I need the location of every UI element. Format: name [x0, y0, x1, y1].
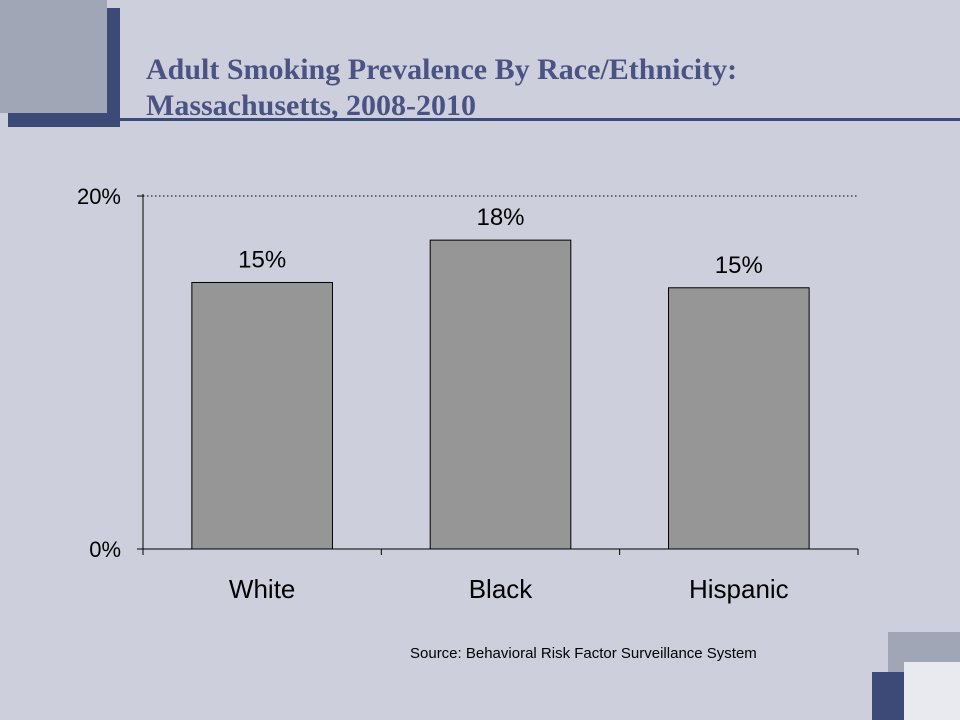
bar-white — [191, 281, 333, 550]
data-label: 15% — [715, 252, 763, 279]
x-category-label: Hispanic — [689, 574, 789, 604]
corner-bar-top-left — [107, 8, 120, 127]
x-category-label: Black — [469, 574, 534, 604]
y-tick-label: 20% — [77, 184, 121, 209]
slide-title-line-1: Adult Smoking Prevalence By Race/Ethnici… — [146, 53, 738, 86]
source-note: Source: Behavioral Risk Factor Surveilla… — [410, 645, 757, 662]
bar-black — [429, 239, 572, 550]
data-label: 18% — [476, 204, 524, 231]
title-underline — [120, 118, 960, 121]
corner-inner-bottom-right — [904, 662, 960, 720]
corner-bar-bottom-right — [872, 672, 904, 720]
x-category-label: White — [229, 574, 295, 604]
slide-title: Adult Smoking Prevalence By Race/Ethnici… — [146, 52, 946, 124]
y-tick-label: 0% — [89, 537, 121, 562]
corner-block-top-left — [0, 0, 107, 113]
data-label: 15% — [238, 246, 286, 273]
slide-title-line-2: Massachusetts, 2008-2010 — [146, 89, 476, 122]
bar-hispanic — [668, 287, 810, 550]
corner-bar-top-left-horizontal — [8, 113, 120, 127]
